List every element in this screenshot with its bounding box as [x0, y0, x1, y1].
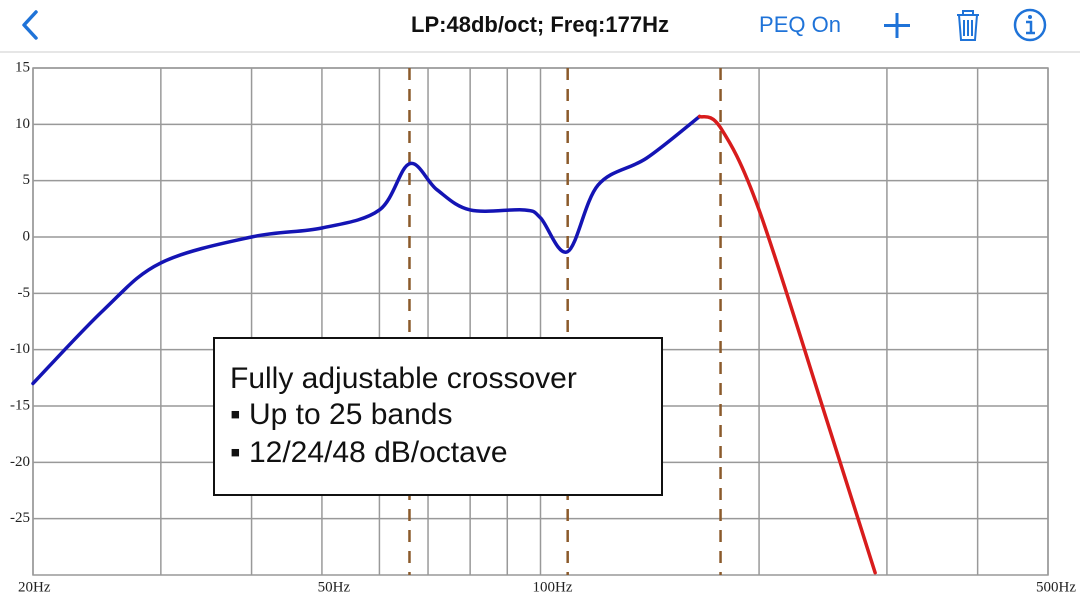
y-tick-label: -5 — [18, 285, 31, 301]
annotation-line: ▪ 12/24/48 dB/octave — [230, 436, 508, 469]
y-tick-label: -20 — [10, 454, 30, 470]
x-tick-label: 50Hz — [318, 579, 351, 595]
annotation-title: Fully adjustable crossover — [230, 362, 577, 395]
response-curve — [697, 114, 877, 575]
y-tick-label: -25 — [10, 510, 30, 526]
annotation: Fully adjustable crossover▪ Up to 25 ban… — [213, 337, 663, 496]
y-tick-label: 15 — [15, 59, 30, 75]
y-tick-label: 0 — [23, 228, 31, 244]
y-tick-label: -15 — [10, 397, 30, 413]
nav-title: LP:48db/oct; Freq:177Hz — [411, 12, 669, 37]
x-tick-label: 20Hz — [18, 579, 51, 595]
x-tick-label: 100Hz — [533, 579, 573, 595]
plot: 15 10 5 0 -5 -10 -15 -20 -25 20Hz 50Hz 100Hz 500Hz Fu… — [10, 59, 1076, 595]
info-button[interactable] — [1013, 8, 1047, 42]
y-tick-label: -10 — [10, 341, 30, 357]
x-tick-label: 500Hz — [1036, 579, 1076, 595]
annotation-line: ▪ Up to 25 bands — [230, 398, 452, 431]
back-button[interactable] — [22, 10, 38, 40]
peq-toggle[interactable]: PEQ On — [759, 12, 841, 37]
response-curve — [31, 114, 702, 386]
y-tick-label: 10 — [15, 116, 30, 132]
annotation-box — [213, 337, 663, 496]
delete-button[interactable] — [957, 10, 979, 41]
y-tick-label: 5 — [23, 172, 31, 188]
add-button[interactable] — [884, 13, 910, 38]
